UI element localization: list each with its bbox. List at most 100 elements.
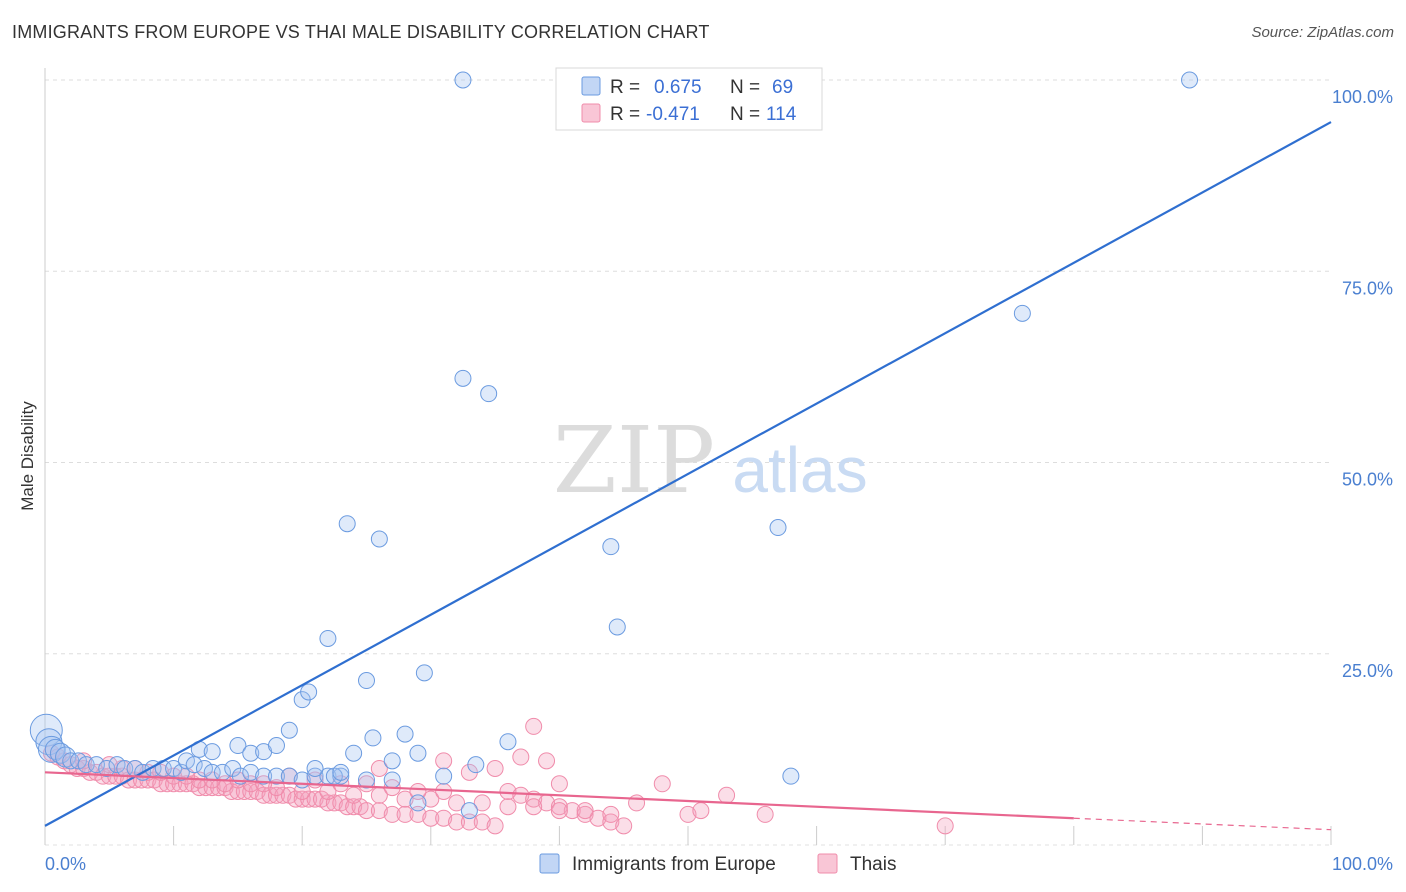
europe-point <box>460 802 478 820</box>
europe-n-label: N = <box>730 77 760 98</box>
x-tick-label-1: 100.0% <box>1332 854 1393 874</box>
europe-point <box>77 756 95 774</box>
thai-point <box>692 802 710 820</box>
thai-point <box>396 805 414 823</box>
europe-point <box>364 729 382 747</box>
europe-point <box>267 767 285 785</box>
europe-point <box>98 760 116 777</box>
europe-point <box>255 767 273 785</box>
legend-thai-label: Thais <box>850 854 896 875</box>
thai-point <box>615 817 633 835</box>
thai-point <box>525 798 543 816</box>
europe-point <box>409 794 427 812</box>
thai-point <box>345 786 363 804</box>
europe-point <box>177 752 195 770</box>
thai-point <box>550 802 568 820</box>
europe-point <box>383 752 401 770</box>
europe-point <box>87 756 105 774</box>
thai-point <box>512 748 530 766</box>
y-tick-label-0: 25.0% <box>1342 661 1393 681</box>
y-tick-label-1: 50.0% <box>1342 470 1393 490</box>
thai-point <box>512 786 530 804</box>
europe-point <box>203 743 221 761</box>
thai-point <box>319 782 337 800</box>
thai-point <box>435 752 453 770</box>
watermark-atlas: atlas <box>732 434 867 506</box>
thai-point <box>473 794 491 812</box>
europe-point <box>602 538 620 556</box>
axis-ticks: 25.0% 50.0% 75.0% 100.0% 0.0% 100.0% <box>45 87 1393 874</box>
europe-point <box>454 369 472 387</box>
chart-source: Source: ZipAtlas.com <box>1251 24 1394 41</box>
europe-point <box>195 760 213 777</box>
europe-point <box>454 71 472 89</box>
europe-point <box>409 744 427 762</box>
thai-point <box>576 805 594 823</box>
europe-trend-line <box>44 121 1332 827</box>
legend-europe-swatch <box>539 853 560 874</box>
y-tick-label-2: 75.0% <box>1342 278 1393 298</box>
thai-point <box>486 760 504 777</box>
y-tick-label-3: 100.0% <box>1332 87 1393 107</box>
europe-point <box>467 756 485 774</box>
thai-swatch <box>581 103 601 123</box>
europe-point <box>396 725 414 743</box>
thai-point <box>718 786 736 804</box>
thai-point <box>936 817 954 835</box>
legend-europe-label: Immigrants from Europe <box>572 854 776 875</box>
europe-point <box>499 733 517 751</box>
thai-point <box>628 794 646 812</box>
thai-point <box>448 813 466 831</box>
watermark-zip: ZIP <box>553 407 715 514</box>
watermark: ZIP atlas <box>553 407 868 514</box>
europe-point <box>415 664 433 682</box>
europe-point <box>185 756 203 774</box>
thai-point <box>499 782 517 800</box>
thai-point <box>550 798 568 816</box>
stats-legend: R = 0.675 N = 69 R = -0.471 N = 114 <box>555 67 823 131</box>
thai-point <box>602 805 620 823</box>
thai-r-value: -0.471 <box>646 104 700 125</box>
europe-point <box>108 756 126 774</box>
europe-point <box>242 744 260 762</box>
thai-n-label: N = <box>730 104 760 125</box>
thai-point <box>370 802 388 820</box>
europe-point <box>1181 71 1199 89</box>
europe-point <box>608 618 626 636</box>
europe-point <box>480 385 498 403</box>
europe-point <box>332 763 350 781</box>
legend-thai-swatch <box>817 853 838 874</box>
thai-point <box>525 717 543 735</box>
thai-n-value: 114 <box>766 104 797 125</box>
bottom-legend: Immigrants from Europe Thais <box>539 853 896 875</box>
europe-point <box>358 771 375 789</box>
europe-point <box>332 767 350 785</box>
europe-point <box>267 737 285 755</box>
x-tick-label-0: 0.0% <box>45 854 86 874</box>
europe-swatch <box>581 76 601 96</box>
thai-point <box>358 802 375 820</box>
thai-point <box>422 809 440 827</box>
thai-trend-line <box>44 771 1074 820</box>
europe-point <box>319 629 337 647</box>
thai-point <box>448 794 466 812</box>
thai-point <box>563 802 581 820</box>
europe-point <box>383 771 401 789</box>
europe-points <box>29 71 1199 820</box>
europe-point <box>338 515 356 533</box>
thai-point <box>370 760 388 777</box>
thai-point <box>422 790 440 808</box>
europe-point <box>165 760 183 777</box>
europe-r-value: 0.675 <box>654 77 702 98</box>
thai-point <box>653 775 671 793</box>
europe-point <box>300 683 318 701</box>
thai-points <box>42 717 954 835</box>
chart-title: IMMIGRANTS FROM EUROPE VS THAI MALE DISA… <box>12 22 710 42</box>
europe-r-label: R = <box>610 77 640 98</box>
europe-point <box>370 530 388 548</box>
europe-point <box>769 519 787 537</box>
thai-point <box>306 790 324 808</box>
europe-point <box>69 752 87 770</box>
europe-point <box>229 737 247 755</box>
